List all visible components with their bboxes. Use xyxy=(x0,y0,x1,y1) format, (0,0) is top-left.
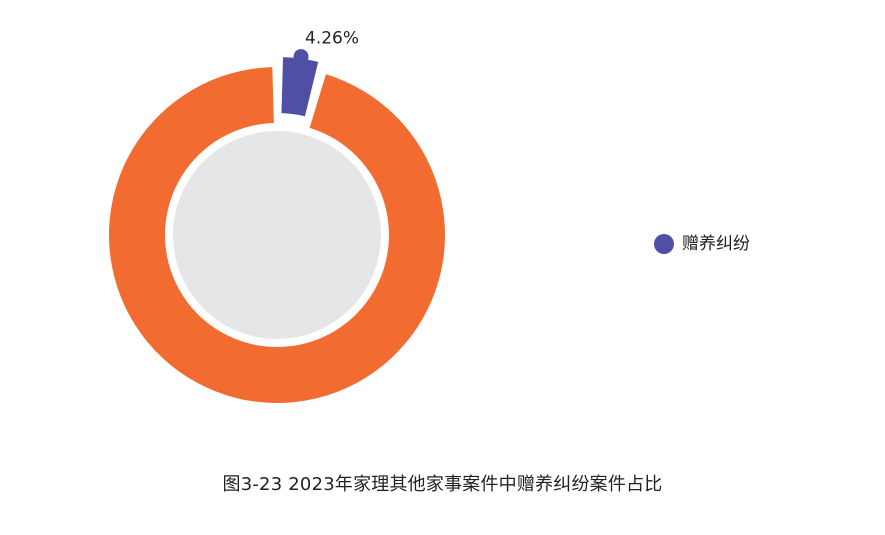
data-label-marker xyxy=(293,49,309,65)
slice-gift-support xyxy=(281,57,319,117)
legend-label-gift-support: 赠养纠纷 xyxy=(682,234,750,254)
donut-center xyxy=(173,131,381,339)
chart-caption: 图3-23 2023年家理其他家事案件中赠养纠纷案件占比 xyxy=(222,474,663,495)
legend-swatch-gift-support xyxy=(654,234,674,254)
chart-legend: 赠养纠纷 xyxy=(654,234,750,254)
data-label-gift-support: 4.26% xyxy=(305,29,359,49)
slice-other xyxy=(109,67,446,404)
